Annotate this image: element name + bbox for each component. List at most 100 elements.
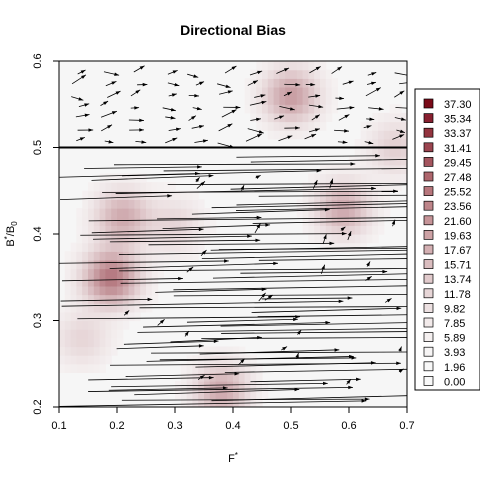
heatmap-cell bbox=[76, 363, 83, 373]
y-tick-label: 0.6 bbox=[32, 53, 44, 68]
vector-arrow bbox=[230, 184, 407, 190]
heatmap-cell bbox=[70, 251, 77, 261]
heatmap-cell bbox=[64, 268, 72, 278]
heatmap-cell bbox=[320, 190, 327, 200]
heatmap-cell bbox=[244, 355, 251, 365]
heatmap-cell bbox=[378, 182, 385, 192]
heatmap-cell bbox=[372, 138, 379, 149]
heatmap-cell bbox=[360, 147, 367, 157]
vector-arrow bbox=[258, 292, 266, 302]
heatmap-cell bbox=[93, 242, 101, 252]
heatmap-cell bbox=[227, 363, 234, 373]
heatmap-cell bbox=[146, 268, 153, 278]
vector-arrow bbox=[191, 125, 205, 129]
heatmap-cell bbox=[302, 199, 309, 209]
heatmap-cell bbox=[233, 355, 240, 365]
heatmap-cell bbox=[314, 234, 321, 244]
heatmap-cell bbox=[105, 355, 112, 365]
heatmap-cell bbox=[122, 225, 130, 235]
heatmap-cell bbox=[111, 294, 118, 304]
vector-arrow bbox=[394, 90, 405, 98]
heatmap-cell bbox=[76, 346, 83, 356]
vector-arrow bbox=[398, 368, 404, 373]
heatmap-cell bbox=[262, 86, 269, 97]
heatmap-cell bbox=[59, 303, 66, 313]
heatmap-cell bbox=[366, 208, 373, 218]
heatmap-cell bbox=[256, 363, 263, 373]
heatmap-cell bbox=[366, 156, 373, 166]
vector-arrow bbox=[104, 140, 114, 144]
heatmap-cell bbox=[134, 294, 141, 304]
heatmap-cell bbox=[209, 372, 217, 382]
vector-arrow bbox=[76, 136, 85, 142]
heatmap-cell bbox=[76, 259, 83, 270]
heatmap-cell bbox=[291, 112, 298, 123]
heatmap-cell bbox=[296, 208, 304, 218]
vector-arrow bbox=[111, 381, 328, 388]
heatmap-cell bbox=[221, 381, 228, 391]
heatmap-cell bbox=[314, 216, 321, 226]
heatmap-cell bbox=[302, 225, 309, 235]
vector-arrow bbox=[199, 348, 340, 355]
heatmap-cell bbox=[378, 112, 385, 123]
heatmap-cell bbox=[64, 303, 72, 313]
heatmap-cell bbox=[320, 69, 327, 79]
heatmap-cell bbox=[291, 86, 298, 97]
x-axis: 0.1 0.2 0.3 0.4 0.5 0.6 0.7 bbox=[51, 407, 415, 432]
heatmap-cell bbox=[389, 138, 396, 149]
vector-arrow bbox=[121, 397, 370, 401]
vector-arrow bbox=[238, 358, 246, 366]
vector-arrow bbox=[195, 81, 205, 86]
heatmap-cell bbox=[64, 259, 72, 270]
heatmap-cell bbox=[325, 173, 333, 183]
vector-arrow bbox=[109, 261, 279, 269]
heatmap-cell bbox=[244, 381, 251, 391]
heatmap-cell bbox=[331, 95, 338, 105]
vector-arrow bbox=[139, 306, 407, 309]
heatmap-cell bbox=[157, 234, 164, 244]
heatmap-cell bbox=[204, 234, 211, 244]
heatmap-cell bbox=[88, 216, 95, 226]
heatmap-cell bbox=[291, 121, 298, 131]
heatmap-cell bbox=[389, 173, 396, 183]
heatmap-cell bbox=[105, 337, 112, 348]
heatmap-cell bbox=[180, 389, 188, 399]
heatmap-cell bbox=[349, 225, 356, 235]
heatmap-cell bbox=[111, 182, 118, 192]
heatmap-cell bbox=[389, 147, 396, 157]
heatmap-cell bbox=[186, 251, 193, 261]
heatmap-cell bbox=[70, 363, 77, 373]
vector-field-layer bbox=[59, 65, 407, 407]
heatmap-cell bbox=[256, 61, 263, 71]
heatmap-cell bbox=[111, 259, 118, 270]
vector-arrow bbox=[258, 258, 407, 261]
heatmap-cell bbox=[99, 303, 106, 313]
heatmap-cell bbox=[198, 398, 205, 407]
vector-arrow bbox=[368, 107, 384, 111]
heatmap-cell bbox=[93, 277, 101, 287]
vector-arrow bbox=[240, 184, 245, 191]
heatmap-cell bbox=[134, 285, 141, 296]
heatmap-cell bbox=[64, 346, 72, 356]
vector-arrow bbox=[363, 125, 372, 129]
heatmap-cell bbox=[221, 363, 228, 373]
heatmap-cell bbox=[99, 234, 106, 244]
heatmap-cell bbox=[325, 112, 333, 123]
heatmap-cell bbox=[378, 208, 385, 218]
heatmap-cell bbox=[308, 61, 315, 71]
heatmap-cell bbox=[320, 78, 327, 88]
heatmap-cell bbox=[117, 199, 124, 209]
heatmap-cell bbox=[192, 389, 199, 399]
heatmap-cell bbox=[175, 234, 182, 244]
vector-arrow bbox=[394, 117, 406, 121]
heatmap-cell bbox=[140, 208, 147, 218]
heatmap-cell bbox=[354, 173, 362, 183]
heatmap-cell bbox=[99, 259, 106, 270]
heatmap-cell bbox=[198, 389, 205, 399]
heatmap-cell bbox=[349, 199, 356, 209]
vector-arrow bbox=[105, 81, 117, 87]
heatmap-cell bbox=[88, 363, 95, 373]
vector-arrow bbox=[296, 329, 302, 335]
legend-label: 19.63 bbox=[444, 230, 472, 242]
heatmap-cell bbox=[354, 199, 362, 209]
